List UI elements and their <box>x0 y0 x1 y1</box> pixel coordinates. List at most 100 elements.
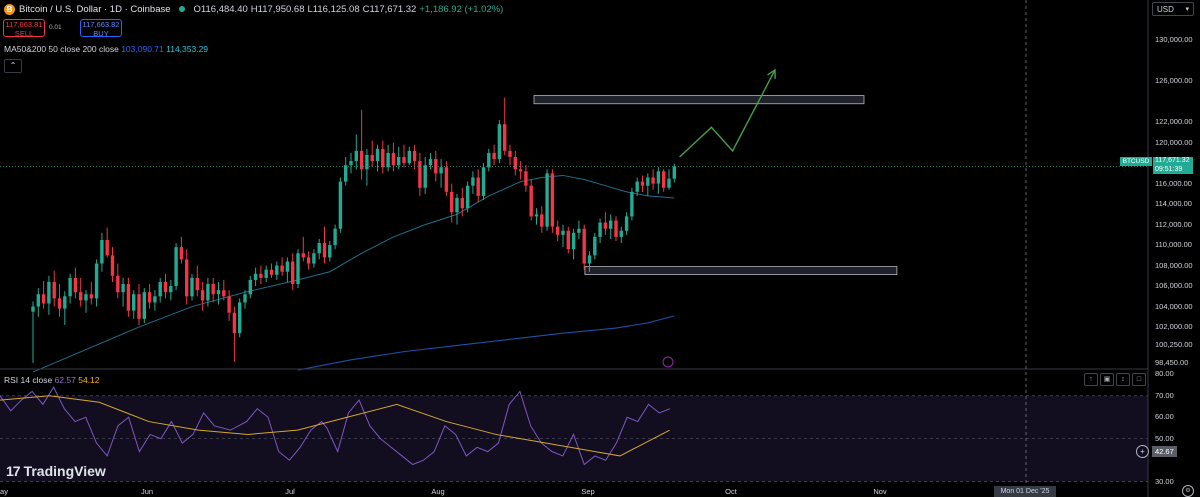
candle-body <box>333 228 337 246</box>
candle-body <box>158 281 162 297</box>
candle-body <box>31 306 35 312</box>
candle-body <box>391 152 396 166</box>
candle-body <box>587 255 592 264</box>
candle-body <box>200 290 205 301</box>
open-value: 116,484.40 <box>200 3 248 15</box>
candle-body <box>603 222 608 229</box>
candle-body <box>476 177 480 196</box>
buy-price: 117,663.82 <box>82 20 120 29</box>
time-tick: Jul <box>285 487 295 496</box>
candle-body <box>497 124 502 160</box>
candle-body <box>428 159 433 166</box>
candle-body <box>672 166 676 179</box>
price-tick: 108,000.00 <box>1155 260 1193 270</box>
rsi-tick: 70.00 <box>1155 390 1174 400</box>
close-label: C <box>362 3 370 15</box>
rsi-pane[interactable] <box>0 386 1148 483</box>
time-tick: Aug <box>431 487 445 496</box>
candle-body <box>444 167 449 192</box>
candle-body <box>646 177 650 186</box>
price-tick: 122,000.00 <box>1155 117 1193 127</box>
candle-body <box>216 290 221 295</box>
candle-body <box>619 230 623 237</box>
change-value: +1,186.92 (+1.02%) <box>419 3 504 15</box>
candle-body <box>381 148 385 168</box>
chevron-up-icon[interactable]: ⌃ <box>4 59 22 73</box>
candle-body <box>450 191 454 213</box>
collapse-pane-icon[interactable]: ↕ <box>1116 373 1130 386</box>
price-tick: 126,000.00 <box>1155 76 1193 86</box>
last-price-value: 117,671.32 09:51:39 <box>1153 157 1193 174</box>
price-tick: 100,250.00 <box>1155 339 1193 349</box>
sell-button[interactable]: 117,663.81 SELL <box>3 19 45 37</box>
candle-body <box>593 236 597 256</box>
candle-body <box>534 214 539 217</box>
time-tick: Nov <box>873 487 887 496</box>
ma-legend[interactable]: MA50&200 50 close 200 close 103,090.71 1… <box>4 44 208 54</box>
price-zones[interactable] <box>533 95 898 276</box>
rsi-band <box>0 395 1148 482</box>
candle-body <box>280 265 284 272</box>
currency-select[interactable]: USD ▾ <box>1152 2 1194 16</box>
candle-body <box>163 281 168 293</box>
candle-body <box>577 228 581 233</box>
candle-body <box>503 124 507 151</box>
price-zone-rect <box>533 95 865 105</box>
candle-body <box>68 277 72 297</box>
candle-body <box>402 157 406 164</box>
ma-short-line <box>32 174 675 373</box>
candle-body <box>455 197 459 213</box>
time-tick: ay <box>0 487 8 496</box>
sell-label: SELL <box>14 28 34 38</box>
candle-body <box>296 253 300 285</box>
candle-body <box>174 247 178 287</box>
candle-body <box>487 152 491 168</box>
trash-icon[interactable]: ▣ <box>1100 373 1114 386</box>
candle-body <box>206 284 210 301</box>
candle-body <box>190 277 194 297</box>
plus-circle-icon[interactable]: + <box>1136 445 1149 458</box>
candle-body <box>651 177 655 184</box>
last-price-tag: BTCUSD 117,671.32 09:51:39 <box>1120 157 1193 174</box>
rsi-legend[interactable]: RSI 14 close 62.57 54.12 <box>4 375 100 385</box>
candle-body <box>94 263 99 299</box>
sell-price: 117,663.81 <box>5 20 43 29</box>
pane-toolbar: ↑ ▣ ↕ □ <box>1084 373 1148 386</box>
candle-body <box>238 302 242 334</box>
candle-body <box>169 286 173 293</box>
projection-arrow[interactable] <box>662 68 776 368</box>
arrow-up-icon[interactable]: ↑ <box>1084 373 1098 386</box>
gear-icon[interactable]: ⚙ <box>1182 485 1194 497</box>
tradingview-mark: 17 <box>6 463 21 479</box>
last-price-symbol: BTCUSD <box>1120 157 1152 166</box>
candle-body <box>47 281 51 304</box>
rsi-tick: 50.00 <box>1155 433 1174 443</box>
maximize-pane-icon[interactable]: □ <box>1132 373 1146 386</box>
candle-body <box>662 171 666 188</box>
candle-body <box>275 265 279 275</box>
price-tick: 120,000.00 <box>1155 137 1193 147</box>
candle-body <box>211 284 215 295</box>
time-tick: Sep <box>581 487 595 496</box>
candle-body <box>105 239 109 256</box>
candle-body <box>301 253 305 258</box>
candle-body <box>418 161 422 188</box>
candle-body <box>465 185 470 209</box>
candle-body <box>195 277 199 291</box>
buy-button[interactable]: 117,663.82 BUY <box>80 19 122 37</box>
spread-value: 0.01 <box>49 24 62 31</box>
candle-body <box>110 255 115 276</box>
candles[interactable] <box>31 97 676 363</box>
candle-body <box>232 312 237 334</box>
candle-body <box>147 292 152 303</box>
tradingview-logo[interactable]: 17 TradingView <box>6 463 106 479</box>
candle-body <box>635 181 639 192</box>
bar-countdown: 09:51:39 <box>1155 165 1183 173</box>
symbol-title[interactable]: Bitcoin / U.S. Dollar · 1D · Coinbase <box>19 3 171 15</box>
candle-body <box>36 294 40 307</box>
candle-body <box>365 154 369 170</box>
candle-body <box>41 294 46 304</box>
tradingview-name: TradingView <box>23 463 106 479</box>
candle-body <box>116 275 120 293</box>
